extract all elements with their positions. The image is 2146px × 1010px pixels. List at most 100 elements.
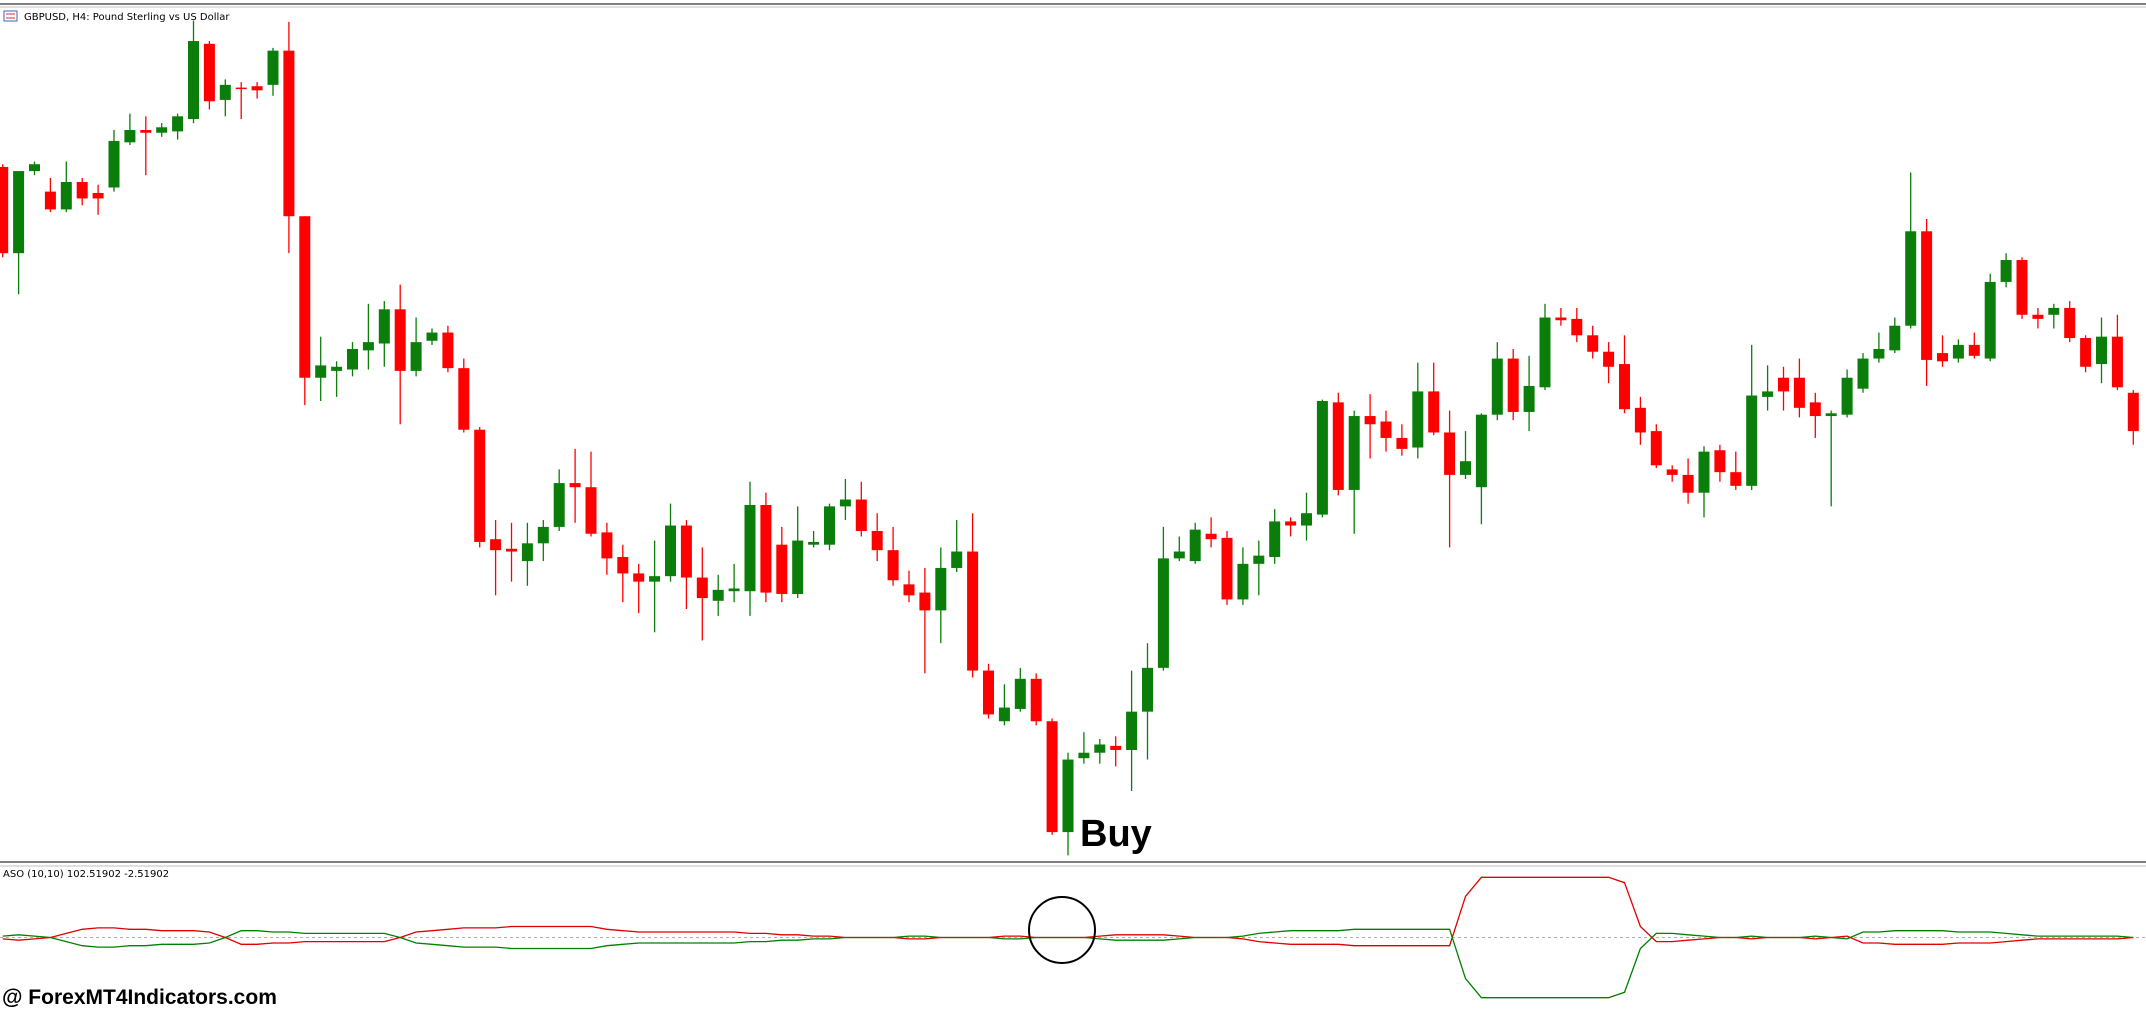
candle-body [1968, 344, 1980, 356]
candle-body [2127, 392, 2139, 432]
candle-body [283, 50, 295, 217]
candle-body [108, 140, 120, 188]
candle-body [824, 506, 835, 545]
candle-body [935, 567, 947, 611]
candle-body [521, 543, 533, 562]
indicator-line [2, 928, 2134, 999]
candle-body [251, 86, 263, 91]
candle-body [1062, 759, 1074, 833]
price-pane [0, 20, 2139, 856]
candle-body [601, 532, 613, 559]
candle-body [1571, 318, 1583, 336]
candle-body [2111, 336, 2123, 388]
candle-body [1078, 752, 1090, 759]
candle-body [553, 483, 565, 527]
candle-body [1825, 413, 1837, 417]
candle-body [1285, 521, 1297, 526]
candle-body [2080, 338, 2092, 367]
indicator-max: 102.51902 [67, 869, 121, 880]
candle-body [1650, 431, 1662, 466]
candle-body [951, 551, 963, 568]
candle-body [776, 544, 788, 594]
candle-body [998, 707, 1010, 722]
candle-body [44, 191, 56, 210]
candle-body [1348, 416, 1360, 490]
candle-body [1332, 402, 1344, 490]
candle-body [919, 592, 931, 611]
candle-body [696, 577, 708, 599]
candle-body [2016, 260, 2028, 315]
candle-body [1094, 744, 1106, 753]
candle-body [1746, 395, 1758, 486]
candle-body [1682, 474, 1694, 493]
candle-body [1619, 364, 1630, 410]
candle-body [680, 525, 692, 578]
candle-body [728, 588, 740, 592]
candle-body [1539, 317, 1551, 388]
candle-body [1253, 555, 1265, 564]
candle-body [1762, 391, 1774, 397]
candle-body [1205, 533, 1217, 540]
candle-body [1809, 402, 1821, 417]
candle-body [1173, 551, 1185, 559]
candle-body [1380, 421, 1392, 438]
candle-body [617, 557, 629, 574]
candle-body [887, 550, 899, 581]
candle-body [1793, 377, 1805, 408]
candle-body [474, 429, 486, 542]
candle-body [1030, 678, 1042, 722]
candle-body [2096, 336, 2107, 365]
candle-body [1046, 721, 1058, 833]
candle-body [29, 164, 40, 172]
candle-body [394, 309, 406, 371]
candle-body [188, 41, 199, 120]
candle-body [569, 483, 581, 488]
candle-body [2000, 260, 2012, 282]
candle-body [1698, 451, 1710, 493]
candle-body [712, 589, 724, 601]
candle-body [203, 43, 215, 102]
indicator-label: ASO (10,10) 102.51902 -2.51902 [3, 869, 169, 880]
candle-body [378, 309, 390, 344]
candle-body [792, 540, 804, 594]
candle-body [1269, 521, 1281, 558]
candle-body [76, 182, 88, 199]
candle-body [2048, 307, 2060, 315]
candle-body [1428, 391, 1440, 433]
candle-body [1157, 558, 1169, 668]
candle-body [1110, 745, 1122, 750]
candle-body [1634, 407, 1646, 433]
candle-body [13, 171, 25, 254]
candle-body [1507, 358, 1519, 412]
watermark: @ ForexMT4Indicators.com [2, 986, 277, 1009]
candle-body [1475, 414, 1487, 488]
candle-body [1014, 678, 1026, 709]
candle-body [1984, 281, 1996, 359]
candle-body [92, 192, 104, 199]
candle-body [1921, 231, 1933, 360]
buy-annotation: Buy [1080, 813, 1152, 855]
candle-body [1873, 348, 1885, 359]
candle-body [1587, 335, 1599, 352]
candle-body [1444, 432, 1456, 475]
candle-body [537, 526, 549, 544]
candle-body [1666, 469, 1678, 475]
candle-body [267, 50, 279, 85]
candle-body [426, 332, 438, 341]
candle-body [1889, 325, 1901, 351]
candle-body [983, 670, 994, 715]
indicator-min: -2.51902 [124, 869, 169, 880]
indicator-name: ASO (10,10) [3, 869, 64, 880]
candle-body [315, 365, 327, 378]
candle-body [1603, 351, 1615, 367]
candle-body [903, 584, 915, 596]
candle-body [1412, 391, 1424, 448]
candle-body [1937, 353, 1948, 362]
candle-body [1126, 711, 1138, 750]
candle-body [1523, 385, 1535, 412]
candle-body [808, 541, 820, 545]
candle-body [299, 216, 311, 378]
